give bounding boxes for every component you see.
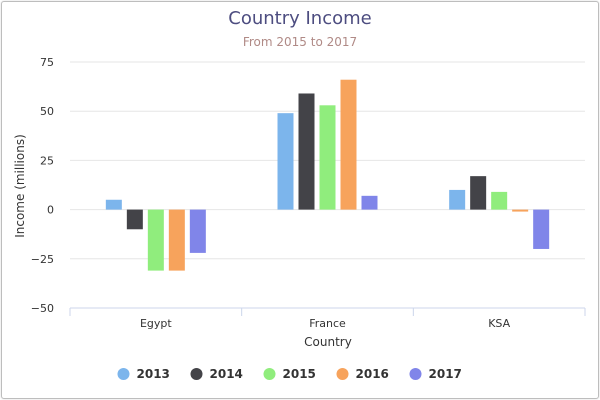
y-axis-title: Income (millions) (13, 134, 27, 238)
bar-ksa-2014[interactable] (470, 176, 487, 210)
legend-marker-2017 (409, 368, 422, 380)
chart-subtitle: From 2015 to 2017 (243, 35, 357, 49)
bar-ksa-2017[interactable] (533, 209, 550, 249)
y-axis-ticks: 75 50 25 0 −25 −50 (31, 56, 54, 315)
x-tick-label: KSA (488, 317, 510, 330)
bar-ksa-2015[interactable] (491, 191, 508, 210)
bars (105, 79, 550, 271)
y-tick-label: 75 (40, 56, 54, 69)
bar-ksa-2013[interactable] (449, 189, 466, 210)
legend-label-2015[interactable]: 2015 (283, 367, 316, 381)
legend-marker-2013 (117, 368, 130, 380)
y-tick-label: 50 (40, 105, 54, 118)
x-tick-label: Egypt (140, 317, 172, 330)
bar-egypt-2014[interactable] (126, 209, 143, 230)
bar-egypt-2015[interactable] (147, 209, 164, 271)
legend-marker-2016 (336, 368, 349, 380)
bar-egypt-2017[interactable] (189, 209, 206, 253)
bar-france-2014[interactable] (298, 93, 315, 210)
x-tick-label: France (309, 317, 346, 330)
y-tick-label: 0 (47, 204, 54, 217)
bar-france-2016[interactable] (340, 79, 357, 210)
bar-france-2013[interactable] (277, 113, 294, 210)
chart-title: Country Income (228, 8, 371, 29)
bar-egypt-2016[interactable] (168, 209, 185, 271)
bar-france-2017[interactable] (361, 195, 378, 210)
legend-label-2013[interactable]: 2013 (137, 367, 170, 381)
bar-france-2015[interactable] (319, 105, 336, 210)
legend: 2013 2014 2015 2016 2017 (117, 367, 462, 381)
x-axis-ticks: Egypt France KSA (69, 308, 586, 330)
legend-label-2017[interactable]: 2017 (429, 367, 462, 381)
bar-ksa-2016[interactable] (512, 209, 529, 212)
y-tick-label: −50 (31, 302, 54, 315)
x-axis-title: Country (304, 335, 352, 349)
legend-marker-2014 (190, 368, 203, 380)
legend-marker-2015 (263, 368, 276, 380)
legend-label-2014[interactable]: 2014 (210, 367, 243, 381)
bar-egypt-2013[interactable] (105, 199, 122, 210)
y-tick-label: 25 (40, 154, 54, 167)
y-tick-label: −25 (31, 253, 54, 266)
legend-label-2016[interactable]: 2016 (356, 367, 389, 381)
